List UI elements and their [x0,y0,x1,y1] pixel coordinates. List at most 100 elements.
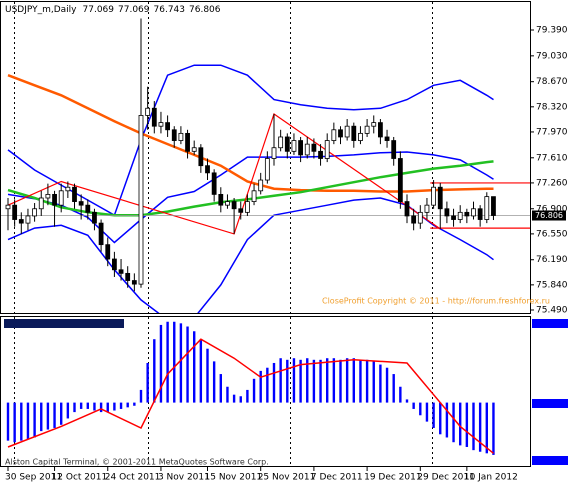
candle-body [291,140,297,152]
candle-body [165,122,171,131]
candle-body [125,272,131,281]
candle-body [158,122,164,127]
macd-bar [20,402,23,441]
candle-body [371,122,377,127]
candle-body [231,201,237,210]
candle-body [271,147,277,159]
candle-body [444,208,450,217]
candle-body [377,122,383,138]
x-tick-label: 25 Nov 2011 [258,473,316,482]
candle-body [58,190,64,206]
candle-body [25,215,31,224]
x-tick-label: 24 Oct 2011 [105,473,161,482]
y-tick-label: 79.030 [536,51,568,61]
candle-body [464,211,470,217]
candle-body [471,208,476,217]
y-tick-label: 77.610 [536,153,568,163]
candle-body [98,222,104,246]
macd-bar [326,358,329,403]
candle-body [278,136,284,149]
macd-bar [319,359,322,403]
candle-body [364,125,370,134]
candle-body [284,136,290,152]
macd-bar [412,402,415,409]
x-tick-label: 10 Jan 2012 [464,473,518,482]
y-tick-label: 76.190 [536,255,568,265]
candle-body [417,211,423,224]
candle-body [38,197,44,210]
candle-body [331,129,337,141]
y-tick-label: 76.900 [536,204,568,214]
macd-bar [139,389,143,403]
macd-panel [0,316,531,467]
macd-bar [226,386,229,403]
candle-body [411,215,417,224]
macd-bar [193,331,196,403]
candle-body [251,190,257,202]
candle-body [358,132,363,141]
candle-body [484,196,490,220]
candle-body [477,208,483,220]
y-tick-label: 77.260 [536,178,568,188]
indicator-line [7,197,494,313]
macd-plot [6,321,495,455]
macd-bar [399,386,402,403]
macd-bar [312,359,316,403]
signal-line [7,338,494,454]
candle-body [178,132,184,141]
candle-body [52,194,57,206]
macd-bar [79,402,83,409]
macd-bar [73,402,76,413]
macd-bar [292,358,296,403]
macd-bar [306,358,309,403]
ohlc-close: 76.806 [189,5,221,15]
macd-title-box [4,319,124,328]
macd-bar [339,359,342,403]
candle-body [205,165,210,174]
candle-body [45,194,51,199]
macd-bar [405,399,409,403]
macd-bar [439,402,442,435]
macd-bar [299,359,302,403]
candle-body [351,125,357,141]
candle-body [457,211,463,220]
macd-bar [352,358,355,403]
candle-body [138,115,144,285]
candle-body [92,211,97,224]
macd-bar [392,374,395,403]
candle-body [238,208,244,213]
candle-body [5,204,11,210]
candle-body [211,172,217,195]
candle-body [264,158,270,181]
macd-bar [478,402,482,452]
macd-bar [66,402,70,419]
macd-bar [432,402,435,428]
macd-bar [126,402,129,408]
macd-bar [99,402,103,413]
symbol: USDJPY_m,Daily [5,5,77,15]
macd-bar [13,402,16,443]
candle-body [258,179,264,192]
indicator-line [7,64,494,217]
candle-body [151,107,157,127]
candle-body [451,215,456,220]
candle-body [85,204,91,213]
y-tick-label: 79.390 [536,25,568,35]
macd-bar [86,402,89,409]
macd-bar [166,321,169,403]
candle-body [198,147,204,167]
footer: Alston Capital Terminal, © 2001-2011 Met… [5,458,269,467]
macd-bar [445,402,449,438]
candle-body [404,201,410,217]
y-tick-label: 76.550 [536,229,568,239]
macd-bar [93,402,96,411]
macd-axis-box [532,399,568,408]
candle-body [384,136,390,141]
macd-bar [465,402,469,447]
macd-bar [212,361,216,403]
macd-bar [186,326,189,403]
macd-axis-box [532,319,568,328]
macd-bar [119,402,123,409]
chart-title: USDJPY_m,Daily 77.069 77.069 76.743 76.806 [5,5,221,15]
